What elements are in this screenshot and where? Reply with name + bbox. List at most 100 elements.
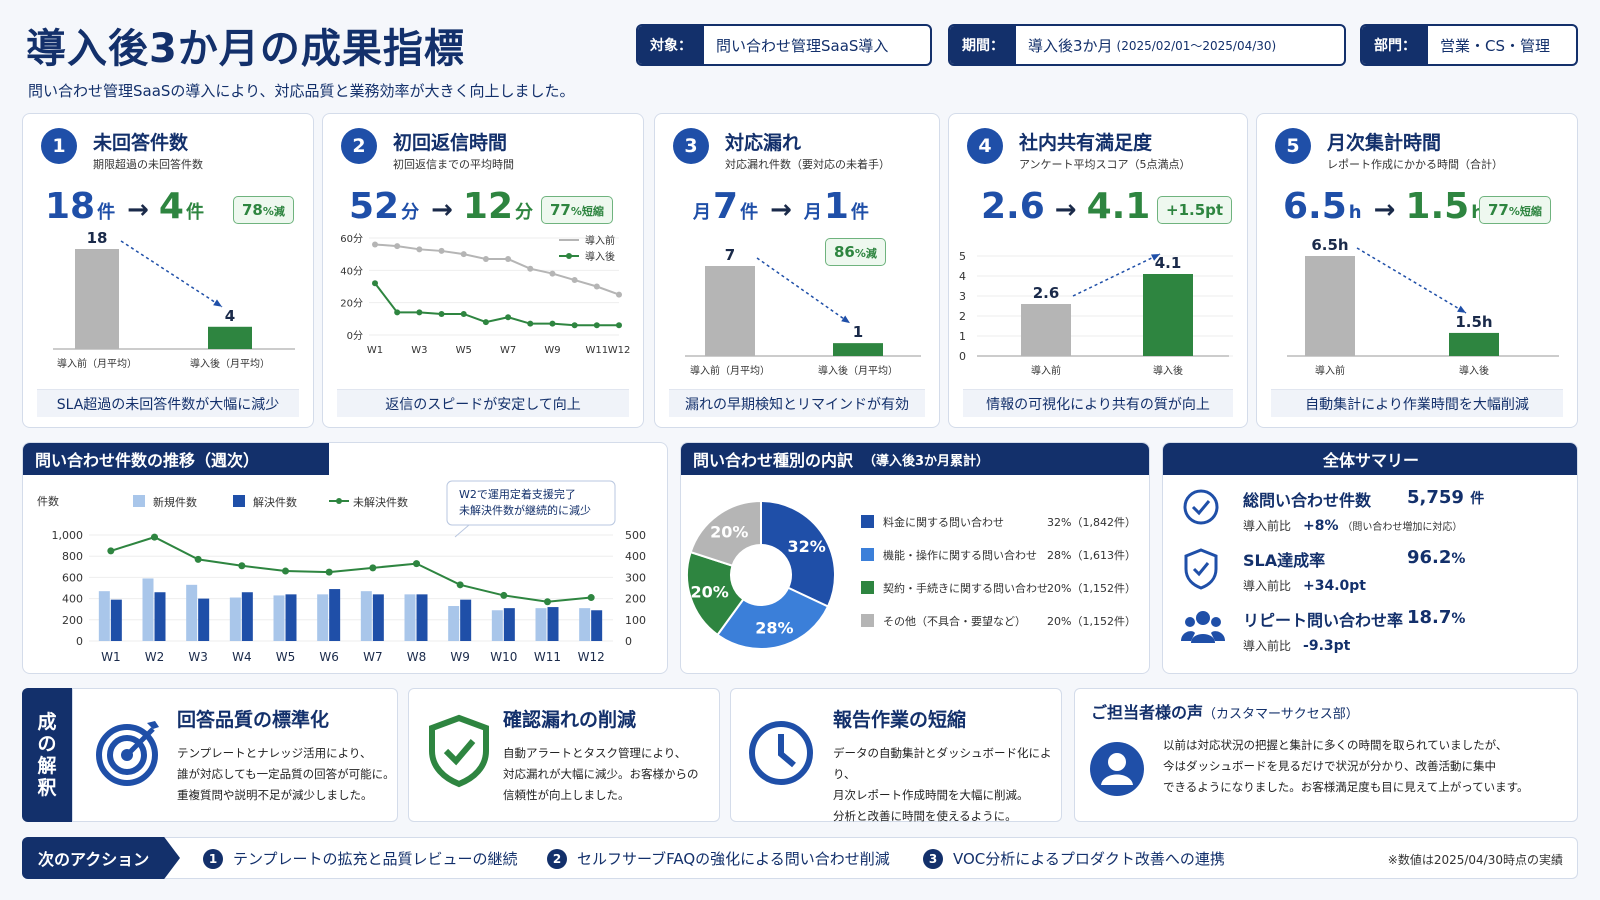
interpretation-char: 釈: [37, 777, 57, 799]
summary-value-unit: 件: [1470, 491, 1485, 507]
next-action-item[interactable]: 3 VOC分析によるプロダクト改善への連携: [923, 848, 1225, 869]
data-point: [372, 241, 378, 248]
kpi-badge-value: 77: [550, 201, 571, 219]
bar: [154, 592, 166, 641]
step-number: 1: [203, 848, 223, 869]
y2-tick-label: 100: [625, 614, 646, 627]
next-action-item[interactable]: 1 テンプレートの拡充と品質レビューの継続: [203, 848, 518, 869]
data-point: [587, 594, 595, 602]
arrow-icon: [1457, 305, 1466, 313]
y-tick-label: 400: [62, 593, 83, 606]
y2-tick-label: 0: [625, 635, 632, 648]
data-note: ※数値は2025/04/30時点の実績: [1387, 853, 1563, 867]
trend-arrow-line: [1356, 247, 1467, 314]
kpi-title: 未回答件数: [93, 132, 189, 154]
data-point: [482, 319, 489, 326]
summary-sla: SLA達成率 導入前比 +34.0pt 96.2%: [1181, 547, 1465, 594]
kpi-footer: 自動集計により作業時間を大幅削減: [1271, 389, 1563, 417]
kpi-after-value: 1.5: [1405, 186, 1470, 227]
y-tick-label: 20分: [340, 298, 363, 310]
kpi-badge-value: +1.5pt: [1166, 201, 1224, 219]
y-tick-label: 2: [959, 310, 966, 323]
interpretation-char: 成: [37, 711, 57, 733]
data-point: [151, 533, 158, 541]
kpi-badge-unit: %短縮: [1508, 205, 1542, 218]
kpi-card-missed: 3 対応漏れ 対応漏れ件数（要対応の未着手） 月 7 件 → 月 1 件 86%減 7 導入前…: [654, 113, 940, 428]
bar: [705, 266, 755, 356]
annotation-box: [446, 480, 616, 526]
summary-total: 総問い合わせ件数 導入前比 +8% （問い合わせ増加に対応） 5,759 件: [1181, 487, 1484, 534]
y-tick-label: 40分: [340, 265, 363, 277]
filter-department[interactable]: 部門： 営業・CS・管理: [1360, 24, 1578, 66]
data-point: [282, 567, 289, 575]
kpi-before-unit: h: [1348, 202, 1362, 223]
bar: [198, 598, 210, 641]
pie-slice-label: 20%: [690, 583, 728, 602]
x-tick-label: W7: [500, 345, 516, 356]
y-tick-label: 0分: [347, 330, 363, 342]
summary-repeat: リピート問い合わせ率 導入前比 -9.3pt 18.7%: [1181, 607, 1465, 654]
pie-slice: [716, 586, 830, 650]
bar: [491, 610, 503, 641]
pie-slice-label: 28%: [755, 618, 793, 637]
legend-value: 32%（1,842件）: [1047, 516, 1136, 529]
kpi-number: 3: [673, 128, 709, 164]
arrow-icon: →: [127, 195, 149, 225]
next-action-item[interactable]: 2 セルフサーブFAQの強化による問い合わせ削減: [547, 848, 890, 869]
kpi-values: 月 7 件 → 月 1 件: [691, 186, 871, 227]
data-point: [456, 581, 464, 589]
filter-target[interactable]: 対象： 問い合わせ管理SaaS導入: [636, 24, 932, 66]
data-point: [505, 314, 512, 321]
bar: [360, 591, 372, 641]
next-action-text: セルフサーブFAQの強化による問い合わせ削減: [577, 850, 890, 868]
legend-label: 契約・手続きに関する問い合わせ: [883, 581, 1048, 595]
bar: [110, 599, 122, 641]
summary-value-number: 5,759: [1407, 487, 1464, 508]
summary-compare-label: 導入前比: [1243, 519, 1292, 533]
summary-value-unit: %: [1451, 551, 1466, 567]
x-tick-label: W8: [407, 650, 427, 664]
category-breakdown-panel: 問い合わせ種別の内訳 （導入後3か月累計） 32% 28% 20% 20% 料金に関する問…: [680, 442, 1150, 674]
summary-delta: -9.3pt: [1303, 638, 1351, 654]
data-point: [549, 270, 556, 277]
bar: [229, 597, 241, 641]
data-point: [438, 310, 445, 317]
clock-icon: [749, 721, 813, 785]
data-point: [527, 265, 534, 272]
kpi-values: 2.6 → 4.1: [981, 186, 1150, 227]
bar-value-label: 6.5h: [1311, 236, 1348, 254]
shield-check-icon: [1184, 548, 1218, 590]
insight-title: 確認漏れの削減: [503, 709, 637, 731]
kpi-after-value: 1: [823, 186, 849, 227]
filter-period-key: 期間：: [950, 26, 1016, 64]
filter-period-note: (2025/02/01〜2025/04/30): [1116, 38, 1277, 53]
step-number: 3: [923, 848, 943, 869]
summary-value: 5,759 件: [1407, 487, 1484, 508]
next-actions-label: 次のアクション: [22, 837, 180, 879]
data-point: [460, 310, 467, 317]
kpi-footer: 漏れの早期検知とリマインドが有効: [669, 389, 925, 417]
data-point: [416, 246, 423, 253]
kpi-card-unanswered: 1 未回答件数 期限超過の未回答件数 18 件 → 4 件 78%減 18 導入前（月平均…: [22, 113, 314, 428]
kpi-footer: 返信のスピードが安定して向上: [337, 389, 629, 417]
users-icon: [1181, 611, 1225, 643]
bar: [273, 595, 285, 641]
bar: [833, 343, 883, 356]
y-tick-label: 1,000: [52, 529, 84, 542]
y-tick-label: 0: [76, 635, 83, 648]
x-axis-label: 導入後（月平均）: [190, 357, 270, 370]
x-tick-label: W5: [276, 650, 296, 664]
data-point: [593, 283, 600, 290]
kpi-bar-chart: 6.5h 導入前 1.5h 導入後: [1287, 236, 1559, 377]
filter-target-key: 対象：: [638, 26, 704, 64]
filter-period[interactable]: 期間： 導入後3か月 (2025/02/01〜2025/04/30): [948, 24, 1346, 66]
x-axis-label: 導入前（月平均）: [690, 364, 770, 377]
bar: [142, 578, 154, 641]
page-title: 導入後3か月の成果指標: [26, 26, 465, 72]
data-point: [107, 547, 115, 555]
kpi-values: 6.5 h → 1.5 h: [1283, 186, 1486, 227]
x-axis-label: 導入前: [1315, 364, 1345, 377]
bar: [460, 599, 472, 641]
kpi-bar-chart: 7 導入前（月平均） 1 導入後（月平均）: [685, 246, 921, 377]
